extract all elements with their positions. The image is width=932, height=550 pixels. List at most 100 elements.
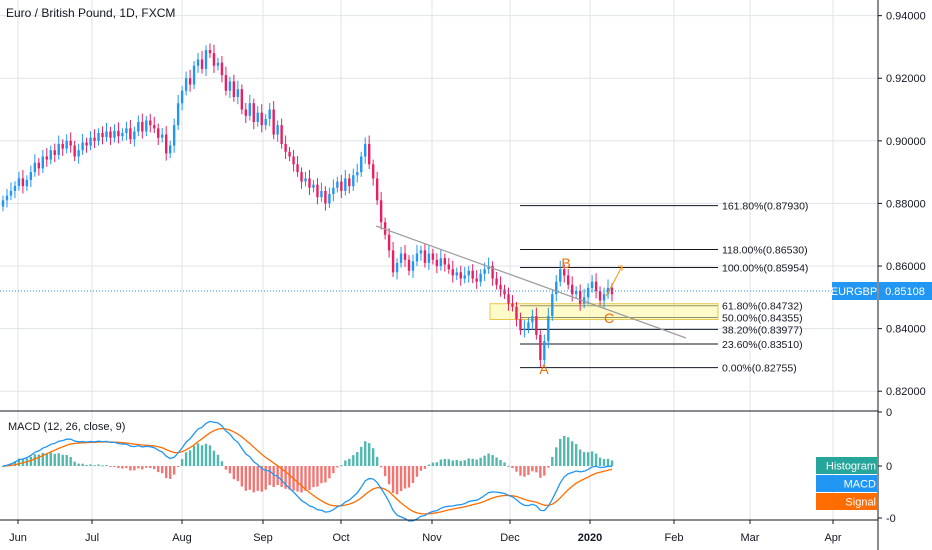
wave-label-a: A [539,361,549,377]
histogram-bar [272,466,275,488]
candle-body [435,259,439,267]
fib-level-label: 50.00%(0.84355) [722,313,803,325]
candle-body [149,120,152,126]
candle-body [85,142,88,146]
candle-body [602,294,606,301]
fib-level-label: 23.60%(0.83510) [722,339,803,351]
candle-body [383,222,387,235]
candle-body [320,190,323,198]
candle-body [9,190,13,196]
candle-body [216,62,220,66]
histogram-bar [296,466,299,492]
candle-body [33,162,37,173]
histogram-bar [77,463,80,466]
histogram-bar [332,466,335,474]
histogram-bar [519,466,522,476]
histogram-bar [459,460,462,466]
chart-title: Euro / British Pound, 1D, FXCM [6,6,176,20]
fib-level-label: 0.00%(0.82755) [722,363,797,375]
histogram-bar [101,465,104,467]
histogram-bar [598,457,602,466]
candle-body [535,316,538,335]
macd-legend-label: MACD [844,479,876,491]
histogram-bar [212,450,216,466]
histogram-bar [443,458,447,466]
candle-body [364,143,367,157]
histogram-bar [260,466,263,492]
trendline [375,225,687,339]
candle-body [379,200,383,223]
candle-body [212,53,216,66]
candle-body [244,109,247,116]
y-tick-label: 0.86000 [886,261,926,273]
histogram-bar [324,466,327,483]
histogram-bar [117,466,120,469]
price-tag [879,282,932,300]
histogram-bar [495,457,498,466]
histogram-bar [411,466,415,483]
histogram-bar [161,466,164,474]
histogram-bar [563,435,566,466]
macd-legend-tag [816,457,877,474]
candle-body [503,289,506,295]
candle-body [328,194,331,204]
macd-legend-label: Histogram [826,461,876,473]
histogram-bar [435,462,439,466]
candle-body [208,50,212,54]
candle-body [395,262,399,273]
histogram-bar [455,460,458,466]
histogram-bar [240,466,244,487]
histogram-bar [547,466,550,468]
histogram-bar [523,466,526,477]
histogram-bar [555,447,558,466]
histogram-bar [264,466,267,490]
histogram-bar [180,459,184,466]
candle-body [37,162,41,169]
histogram-bar [57,453,60,466]
histogram-bar [539,466,542,478]
histogram-bar [463,460,466,466]
candle-body [332,187,335,195]
histogram-bar [491,455,494,466]
histogram-bar [200,445,204,466]
candle-body [284,143,287,152]
candle-body [411,261,415,271]
candle-body [137,122,140,132]
candle-body [356,172,359,176]
candle-body [180,90,184,104]
fibonacci-retracement[interactable]: 161.80%(0.87930) 118.00%(0.86530) 100.00%(… [489,201,808,375]
histogram-bar [29,456,33,466]
histogram-bar [145,466,148,468]
histogram-bar [37,454,41,466]
histogram-bar [168,466,172,479]
candle-body [21,178,25,187]
macd-y-tick-label: 0 [886,461,892,473]
candle-body [145,120,148,132]
candle-body [507,294,510,304]
histogram-bar [312,466,315,488]
candle-body [73,145,76,157]
candle-body [483,269,486,274]
macd-panel: Histogram MACD Signal [0,410,878,522]
histogram-bar [129,466,132,471]
histogram-bar [479,457,482,466]
candle-body [304,178,307,182]
histogram-bar [113,466,116,467]
candle-body [491,266,494,279]
candle-body [543,341,546,360]
candle-body [236,89,240,98]
candle-body [300,172,303,182]
candle-body [559,269,562,282]
histogram-bar [109,466,112,467]
candle-body [495,278,498,285]
candle-body [256,112,259,123]
histogram-bar [379,466,383,468]
candle-body [264,118,267,126]
candle-body [344,178,347,191]
x-tick-label: Jun [9,532,27,544]
candle-body [228,81,232,91]
candle-body [590,281,594,288]
histogram-bar [125,466,128,469]
candle-body [204,50,208,69]
candle-body [1,200,5,207]
